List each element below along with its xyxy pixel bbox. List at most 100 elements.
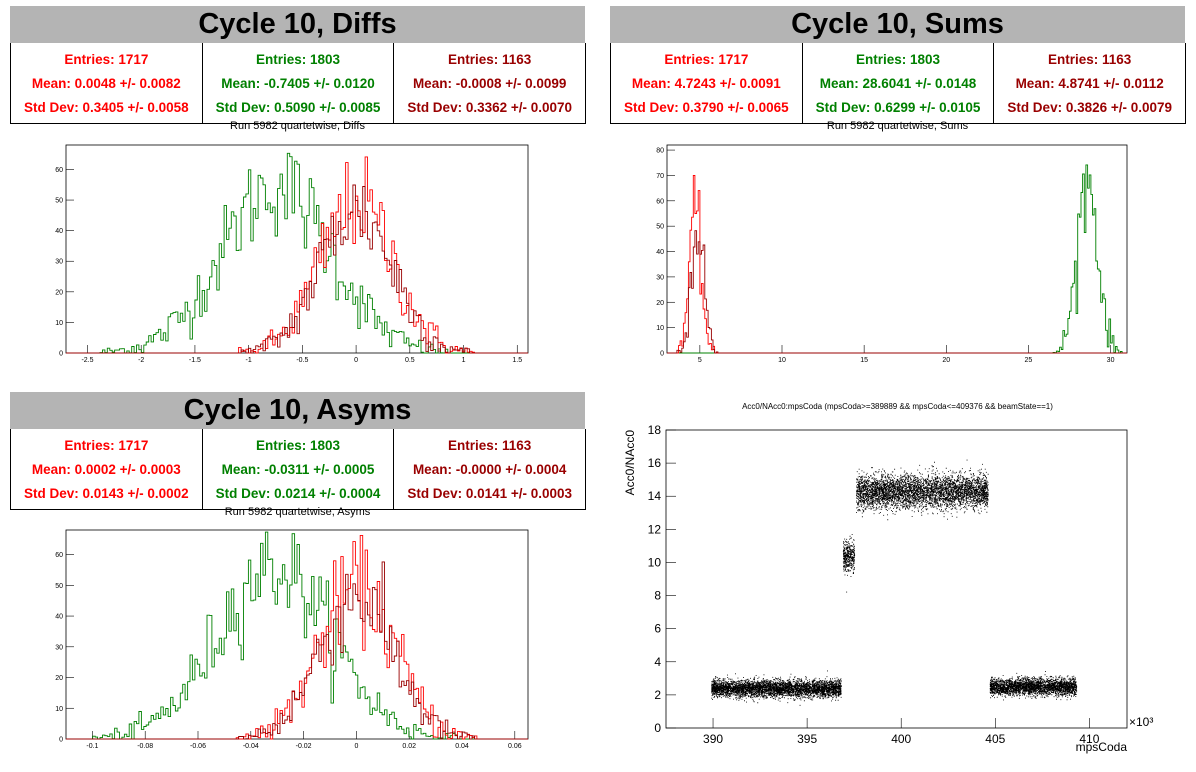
y-tick-label: 70 xyxy=(656,173,664,180)
x-tick-label: -0.1 xyxy=(86,743,98,750)
y-tick-label: 0 xyxy=(59,351,63,358)
x-tick-label: 395 xyxy=(797,732,817,746)
x-tick-label: -2.5 xyxy=(81,357,93,364)
stat-entries: Entries: 1717 xyxy=(664,51,749,67)
sums-stats-darkred: Entries: 1163 Mean: 4.8741 +/- 0.0112 St… xyxy=(993,43,1187,124)
x-tick-label: 0 xyxy=(354,357,358,364)
y-tick-label: 0 xyxy=(660,351,664,358)
y-tick-label: 6 xyxy=(654,622,661,636)
hist-series-darkred xyxy=(667,230,1127,354)
stat-std: Std Dev: 0.3826 +/- 0.0079 xyxy=(1007,99,1173,115)
y-tick-label: 18 xyxy=(648,423,662,437)
y-tick-label: 0 xyxy=(654,721,661,735)
plot-frame xyxy=(665,429,1128,729)
x-tick-label: -0.04 xyxy=(243,743,259,750)
x-tick-label: 20 xyxy=(942,357,950,364)
x-tick-label: -0.02 xyxy=(296,743,312,750)
stat-std: Std Dev: 0.0214 +/- 0.0004 xyxy=(215,485,381,501)
diffs-stats-red: Entries: 1717 Mean: 0.0048 +/- 0.0082 St… xyxy=(10,43,203,124)
y-tick-label: 50 xyxy=(656,224,664,231)
stat-entries: Entries: 1803 xyxy=(255,437,341,453)
y-tick-label: 10 xyxy=(648,555,662,569)
stat-entries: Entries: 1803 xyxy=(855,51,941,67)
y-tick-label: 4 xyxy=(654,655,661,669)
y-tick-label: 60 xyxy=(656,198,664,205)
y-tick-label: 40 xyxy=(656,249,664,256)
x-tick-label: 0.5 xyxy=(405,357,415,364)
stat-mean: Mean: 0.0048 +/- 0.0082 xyxy=(31,75,181,91)
diffs-title: Cycle 10, Diffs xyxy=(10,6,585,43)
x-tick-label: 400 xyxy=(891,732,911,746)
sums-panel: Cycle 10, Sums Entries: 1717 Mean: 4.724… xyxy=(610,6,1187,376)
diffs-stats-darkred: Entries: 1163 Mean: -0.0008 +/- 0.0099 S… xyxy=(393,43,587,124)
stat-std: Std Dev: 0.6299 +/- 0.0105 xyxy=(815,99,981,115)
y-tick-label: 50 xyxy=(55,583,63,590)
stat-mean: Mean: 4.7243 +/- 0.0091 xyxy=(631,75,781,91)
y-tick-label: 50 xyxy=(55,198,63,205)
stat-std: Std Dev: 0.0143 +/- 0.0002 xyxy=(23,485,189,501)
stat-std: Std Dev: 0.3362 +/- 0.0070 xyxy=(407,99,573,115)
x-tick-label: -0.06 xyxy=(190,743,206,750)
stat-entries: Entries: 1163 xyxy=(448,437,532,453)
x-tick-label: 10 xyxy=(778,357,786,364)
x-tick-label: -0.5 xyxy=(296,357,308,364)
x-tick-label: 0 xyxy=(354,743,358,750)
plot-frame xyxy=(65,529,529,740)
stat-mean: Mean: 0.0002 +/- 0.0003 xyxy=(31,461,181,477)
y-tick-label: 0 xyxy=(59,737,63,744)
sums-stats-green: Entries: 1803 Mean: 28.6041 +/- 0.0148 S… xyxy=(801,43,995,124)
x-tick-label: 0.06 xyxy=(508,743,522,750)
y-tick-label: 8 xyxy=(654,589,661,603)
x-tick-label: -0.08 xyxy=(137,743,153,750)
x-exponent: ×10³ xyxy=(1129,715,1153,729)
stat-mean: Mean: -0.7405 +/- 0.0120 xyxy=(221,75,375,91)
stat-std: Std Dev: 0.5090 +/- 0.0085 xyxy=(215,99,381,115)
asyms-stats-red: Entries: 1717 Mean: 0.0002 +/- 0.0003 St… xyxy=(10,429,203,510)
asyms-stats: Entries: 1717 Mean: 0.0002 +/- 0.0003 St… xyxy=(10,429,587,510)
stat-entries: Entries: 1163 xyxy=(448,51,532,67)
stat-entries: Entries: 1163 xyxy=(1048,51,1132,67)
y-tick-label: 20 xyxy=(55,675,63,682)
stat-mean: Mean: 28.6041 +/- 0.0148 xyxy=(819,75,977,91)
scatter-points xyxy=(711,459,1078,706)
x-tick-label: 15 xyxy=(860,357,868,364)
sums-stats-red: Entries: 1717 Mean: 4.7243 +/- 0.0091 St… xyxy=(610,43,803,124)
hist-series-green xyxy=(66,531,528,740)
stat-entries: Entries: 1717 xyxy=(64,51,149,67)
stat-std: Std Dev: 0.0141 +/- 0.0003 xyxy=(407,485,573,501)
stat-entries: Entries: 1717 xyxy=(64,437,149,453)
y-tick-label: 10 xyxy=(55,706,63,713)
x-tick-label: -1.5 xyxy=(189,357,201,364)
diffs-stats: Entries: 1717 Mean: 0.0048 +/- 0.0082 St… xyxy=(10,43,587,124)
y-tick-label: 20 xyxy=(656,300,664,307)
x-tick-label: 30 xyxy=(1107,357,1115,364)
y-tick-label: 30 xyxy=(656,274,664,281)
stat-std: Std Dev: 0.3405 +/- 0.0058 xyxy=(23,99,189,115)
hist-series-darkred xyxy=(66,184,528,354)
y-tick-label: 10 xyxy=(55,320,63,327)
y-tick-label: 10 xyxy=(656,325,664,332)
asyms-panel: Cycle 10, Asyms Entries: 1717 Mean: 0.00… xyxy=(10,392,587,762)
diffs-panel: Cycle 10, Diffs Entries: 1717 Mean: 0.00… xyxy=(10,6,587,376)
x-axis-title: mpsCoda xyxy=(1076,740,1128,754)
x-tick-label: 405 xyxy=(985,732,1005,746)
y-tick-label: 20 xyxy=(55,289,63,296)
plot-frame xyxy=(65,144,529,354)
stat-mean: Mean: 4.8741 +/- 0.0112 xyxy=(1015,75,1164,91)
stat-std: Std Dev: 0.3790 +/- 0.0065 xyxy=(623,99,789,115)
scatter-title: Acc0/NAcc0:mpsCoda (mpsCoda>=389889 && m… xyxy=(742,402,1053,411)
asyms-title: Cycle 10, Asyms xyxy=(10,392,585,429)
x-tick-label: -1 xyxy=(246,357,252,364)
y-axis-title: Acc0/NAcc0 xyxy=(623,430,637,496)
y-tick-label: 30 xyxy=(55,259,63,266)
stat-mean: Mean: -0.0000 +/- 0.0004 xyxy=(412,461,567,477)
y-tick-label: 60 xyxy=(55,552,63,559)
y-tick-label: 16 xyxy=(648,456,662,470)
x-tick-label: -2 xyxy=(138,357,144,364)
diffs-subtitle: Run 5982 quartetwise, Diffs xyxy=(230,120,365,132)
y-tick-label: 80 xyxy=(656,148,664,155)
y-tick-label: 12 xyxy=(648,522,662,536)
x-tick-label: 390 xyxy=(703,732,723,746)
y-tick-label: 60 xyxy=(55,167,63,174)
